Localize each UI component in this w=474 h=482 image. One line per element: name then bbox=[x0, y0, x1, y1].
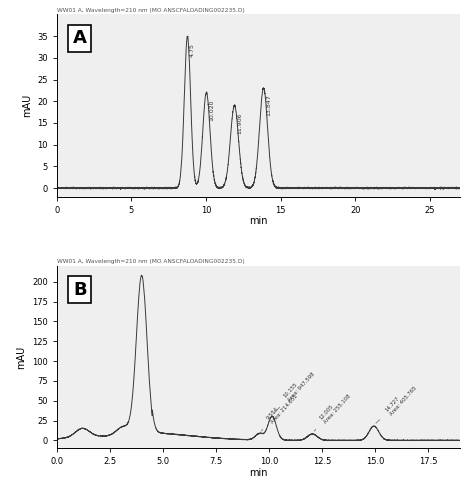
Text: A: A bbox=[73, 29, 87, 47]
Text: B: B bbox=[73, 281, 87, 298]
X-axis label: min: min bbox=[249, 216, 268, 226]
X-axis label: min: min bbox=[249, 468, 268, 478]
Y-axis label: mAU: mAU bbox=[22, 94, 32, 117]
Text: 12.005
Area: 255.108: 12.005 Area: 255.108 bbox=[314, 389, 352, 431]
Text: WW01 A, Wavelength=210 nm (MO ANSCFALOADING002235.D): WW01 A, Wavelength=210 nm (MO ANSCFALOAD… bbox=[57, 259, 245, 264]
Text: 10.155
Area: 947.598: 10.155 Area: 947.598 bbox=[274, 367, 316, 414]
Text: WW01 A, Wavelength=210 nm (MO ANSCFALOADING002235.D): WW01 A, Wavelength=210 nm (MO ANSCFALOAD… bbox=[57, 8, 245, 13]
Text: 10.020: 10.020 bbox=[209, 99, 214, 120]
Text: 13.847: 13.847 bbox=[266, 95, 271, 117]
Text: 4.75: 4.75 bbox=[190, 43, 195, 56]
Text: 11.906: 11.906 bbox=[237, 112, 242, 134]
Text: 14.727
Area: 405.765: 14.727 Area: 405.765 bbox=[376, 381, 418, 423]
Y-axis label: mAU: mAU bbox=[17, 346, 27, 369]
Text: 9.554
Area: 214.651: 9.554 Area: 214.651 bbox=[261, 389, 299, 431]
